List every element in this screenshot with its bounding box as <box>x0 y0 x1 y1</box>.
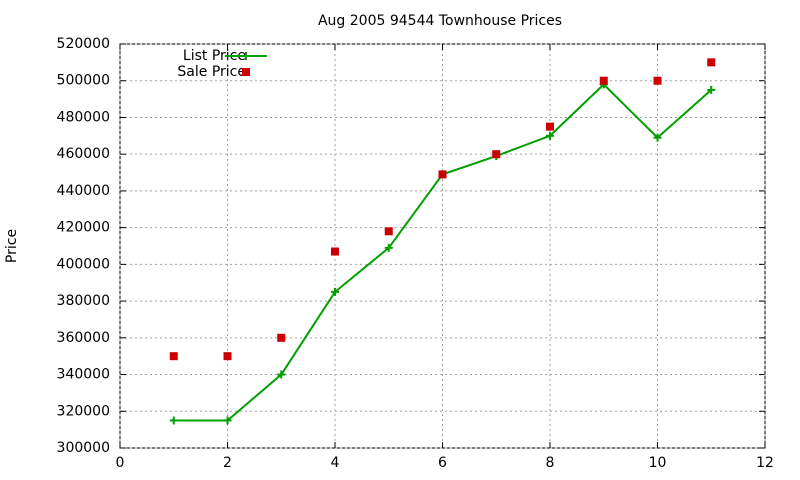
legend-marker <box>242 52 250 60</box>
data-point <box>492 150 501 159</box>
data-point <box>331 287 339 296</box>
data-point <box>223 416 232 425</box>
data-point <box>223 352 232 361</box>
x-tick-label: 10 <box>649 455 667 471</box>
legend-label: Sale Price <box>177 64 246 80</box>
x-tick-label: 12 <box>756 455 774 471</box>
y-tick-label: 440000 <box>57 183 110 199</box>
data-point <box>599 76 608 85</box>
data-point <box>707 58 716 67</box>
y-tick-label: 400000 <box>57 256 110 272</box>
y-axis-label: Price <box>4 229 20 263</box>
y-tick-label: 420000 <box>57 220 110 236</box>
y-tick-label: 460000 <box>57 146 110 162</box>
data-point <box>277 370 286 379</box>
x-tick-label: 0 <box>116 455 125 471</box>
x-tick-label: 6 <box>438 455 447 471</box>
data-point <box>384 243 393 252</box>
data-point <box>546 122 554 131</box>
data-point <box>653 133 662 142</box>
x-tick-label: 8 <box>546 455 555 471</box>
data-point <box>277 333 286 342</box>
y-tick-label: 380000 <box>57 293 110 309</box>
data-point <box>653 76 662 85</box>
x-tick-label: 4 <box>331 455 340 471</box>
y-tick-label: 300000 <box>57 440 110 456</box>
data-point <box>331 247 339 256</box>
y-tick-label: 340000 <box>57 367 110 383</box>
data-point <box>384 227 393 236</box>
y-tick-label: 360000 <box>57 330 110 346</box>
legend-marker <box>242 68 250 76</box>
y-tick-label: 500000 <box>57 73 110 89</box>
data-point <box>546 131 554 140</box>
x-tick-label: 2 <box>223 455 232 471</box>
y-tick-label: 520000 <box>57 36 110 52</box>
data-point <box>438 170 447 179</box>
data-point <box>169 416 178 425</box>
y-tick-label: 480000 <box>57 109 110 125</box>
chart-title: Aug 2005 94544 Townhouse Prices <box>318 13 562 29</box>
legend-label: List Price <box>183 48 246 64</box>
data-point <box>707 85 716 94</box>
data-point <box>169 352 178 361</box>
y-tick-label: 320000 <box>57 403 110 419</box>
